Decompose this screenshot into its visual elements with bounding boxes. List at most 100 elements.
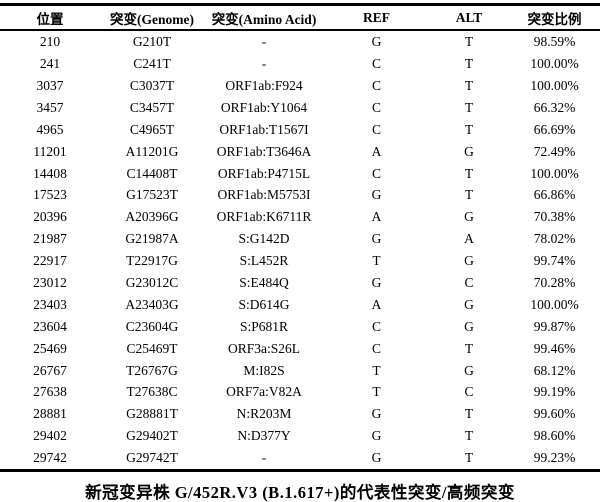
table-cell: 29742	[33, 450, 67, 466]
table-cell: ORF1ab:Y1064	[220, 99, 308, 115]
table-cell: G21987A	[125, 231, 179, 247]
table-cell: G	[464, 296, 474, 312]
table-cell: T26767G	[126, 362, 178, 378]
table-row: 3457 C3457T ORF1ab:Y1064 C T 66.32%	[0, 97, 600, 119]
table-cell: G	[464, 209, 474, 225]
table-cell: 3457	[36, 99, 64, 115]
table-row: 28881 G28881T N:R203M G T 99.60%	[0, 403, 600, 425]
table-cell: T	[372, 384, 381, 400]
table-cell: G23012C	[125, 274, 179, 290]
table-cell: 20396	[33, 209, 67, 225]
table-cell: 28881	[33, 406, 67, 422]
table-cell: T27638C	[126, 384, 178, 400]
table-cell: C	[371, 56, 381, 72]
table-cell: ORF1ab:T3646A	[216, 143, 312, 159]
table-row: 14408 C14408T ORF1ab:P4715L C T 100.00%	[0, 162, 600, 184]
table-cell: C3037T	[129, 77, 175, 93]
table-header-row: 位置 突变(Genome) 突变(Amino Acid) REF ALT 突变比…	[0, 4, 600, 31]
table-row: 11201 A11201G ORF1ab:T3646A A G 72.49%	[0, 140, 600, 162]
table-cell: G	[371, 428, 382, 444]
table-row: 17523 G17523T ORF1ab:M5753I G T 66.86%	[0, 184, 600, 206]
table-cell: M:I82S	[243, 362, 285, 378]
table-cell: G17523T	[126, 187, 178, 203]
table-cell: 72.49%	[533, 143, 576, 159]
table-cell: ORF3a:S26L	[227, 340, 300, 356]
table-row: 25469 C25469T ORF3a:S26L C T 99.46%	[0, 337, 600, 359]
table-row: 26767 T26767G M:I82S T G 68.12%	[0, 359, 600, 381]
table-cell: T	[464, 428, 474, 444]
table-cell: T	[464, 99, 474, 115]
mutation-table: 位置 突变(Genome) 突变(Amino Acid) REF ALT 突变比…	[0, 3, 600, 472]
table-cell: C	[371, 340, 381, 356]
table-row: 22917 T22917G S:L452R T G 99.74%	[0, 250, 600, 272]
table-cell: 78.02%	[533, 231, 576, 247]
table-cell: G	[371, 34, 382, 50]
table-row: 23012 G23012C S:E484Q G C 70.28%	[0, 272, 600, 294]
table-cell: -	[261, 34, 267, 50]
col-header-ref: REF	[324, 4, 429, 31]
table-cell: T	[464, 121, 474, 137]
table-cell: ORF1ab:K6711R	[216, 209, 312, 225]
table-cell: 98.60%	[533, 428, 576, 444]
table-cell: A	[371, 209, 382, 225]
table-row: 29742 G29742T - G T 99.23%	[0, 447, 600, 470]
table-cell: G	[464, 318, 474, 334]
table-cell: C14408T	[126, 165, 178, 181]
table-cell: 27638	[33, 384, 67, 400]
table-row: 23604 C23604G S:P681R C G 99.87%	[0, 316, 600, 338]
table-cell: ORF7a:V82A	[226, 384, 302, 400]
table-cell: G210T	[132, 34, 172, 50]
table-cell: 23403	[33, 296, 67, 312]
table-cell: 21987	[33, 231, 67, 247]
table-cell: A	[464, 231, 474, 247]
table-cell: 11201	[33, 143, 67, 159]
table-row: 4965 C4965T ORF1ab:T1567I C T 66.69%	[0, 119, 600, 141]
table-cell: T	[464, 56, 474, 72]
table-cell: C	[371, 121, 381, 137]
table-cell: C25469T	[126, 340, 178, 356]
table-cell: ORF1ab:T1567I	[219, 121, 309, 137]
table-cell: C23604G	[125, 318, 179, 334]
table-cell: 26767	[33, 362, 67, 378]
table-cell: C4965T	[129, 121, 175, 137]
table-cell: S:G142D	[238, 231, 290, 247]
table-cell: ORF1ab:F924	[225, 77, 303, 93]
table-cell: 66.32%	[533, 99, 576, 115]
table-row: 21987 G21987A S:G142D G A 78.02%	[0, 228, 600, 250]
table-cell: 23012	[33, 274, 67, 290]
table-cell: G	[371, 231, 382, 247]
table-cell: 22917	[33, 253, 67, 269]
col-header-amino-acid: 突变(Amino Acid)	[204, 4, 324, 31]
table-cell: C241T	[133, 56, 171, 72]
table-cell: C	[464, 384, 474, 400]
table-cell: C	[371, 77, 381, 93]
mutation-table-page: 位置 突变(Genome) 突变(Amino Acid) REF ALT 突变比…	[0, 3, 600, 502]
table-cell: 66.86%	[533, 187, 576, 203]
table-row: 23403 A23403G S:D614G A G 100.00%	[0, 294, 600, 316]
table-cell: N:D377Y	[237, 428, 291, 444]
table-cell: T	[464, 187, 474, 203]
table-cell: T	[464, 340, 474, 356]
table-cell: C	[371, 165, 381, 181]
table-cell: 23604	[33, 318, 67, 334]
table-cell: A	[371, 143, 382, 159]
table-cell: T	[464, 406, 474, 422]
table-cell: 29402	[33, 428, 67, 444]
table-cell: A11201G	[125, 143, 179, 159]
table-cell: S:P681R	[239, 318, 289, 334]
table-cell: 17523	[33, 187, 67, 203]
table-cell: G28881T	[126, 406, 178, 422]
table-cell: T	[372, 362, 381, 378]
table-cell: 99.46%	[533, 340, 576, 356]
table-cell: 99.19%	[533, 384, 576, 400]
table-cell: G29742T	[126, 450, 178, 466]
table-cell: A20396G	[125, 209, 179, 225]
table-cell: 100.00%	[530, 56, 579, 72]
table-cell: 100.00%	[530, 165, 579, 181]
table-cell: G	[371, 450, 382, 466]
table-cell: G	[371, 274, 382, 290]
col-header-alt: ALT	[429, 4, 509, 31]
table-cell: N:R203M	[236, 406, 292, 422]
table-row: 210 G210T - G T 98.59%	[0, 30, 600, 53]
table-row: 20396 A20396G ORF1ab:K6711R A G 70.38%	[0, 206, 600, 228]
